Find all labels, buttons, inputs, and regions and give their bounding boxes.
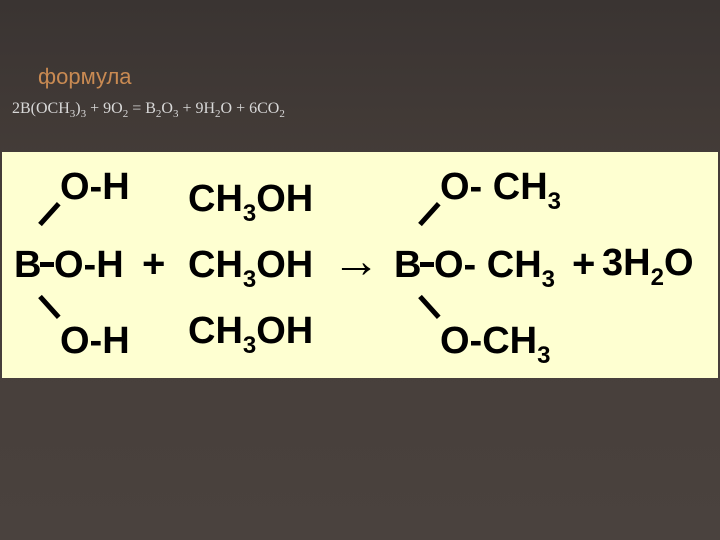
chemical-equation: 2B(OCH3)3 + 9O2 = B2O3 + 9H2O + 6CO2 [12,100,285,120]
page-title: формула [38,64,132,90]
chem-label: CH3OH [188,178,313,221]
reaction-arrow: → [332,234,380,289]
chem-label: O- CH3 [434,244,555,287]
chem-label: 3H2O [602,242,694,285]
bond-line [40,262,54,267]
chem-label: O-H [54,244,124,287]
chem-label: + [572,242,595,287]
chem-label: CH3OH [188,310,313,353]
chem-label: O- CH3 [440,166,561,209]
bond-line [418,295,440,319]
chem-label: O-CH3 [440,320,550,363]
chem-label: O-H [60,166,130,209]
chem-label: O-H [60,320,130,363]
chem-label: B [394,244,421,287]
bond-line [420,262,434,267]
reaction-diagram: B O-H O-H O-H + CH3OH CH3OH CH3OH → B O- CH3 O- CH3… [2,152,718,378]
chem-label: B [14,244,41,287]
chem-label: CH3OH [188,244,313,287]
bond-line [38,202,60,226]
bond-line [418,202,440,226]
chem-label: + [142,242,165,287]
bond-line [38,295,60,319]
